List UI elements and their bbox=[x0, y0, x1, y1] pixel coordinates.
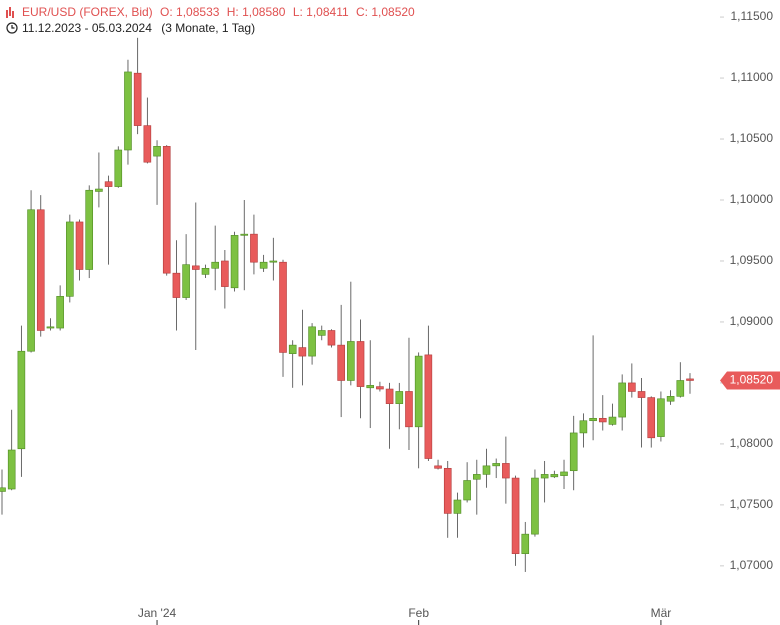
candle-body bbox=[269, 260, 278, 263]
period: (3 Monate, 1 Tag) bbox=[161, 21, 255, 35]
candle-body bbox=[0, 487, 6, 492]
candle-body bbox=[153, 146, 161, 157]
candle-body bbox=[75, 221, 84, 270]
candle-body bbox=[385, 388, 394, 404]
candle-body bbox=[569, 432, 578, 472]
range-line: 11.12.2023 - 05.03.2024 (3 Monate, 1 Tag… bbox=[22, 21, 255, 35]
candle-body bbox=[298, 347, 307, 357]
candle-body bbox=[192, 265, 200, 270]
candle-body bbox=[589, 417, 597, 422]
candle-body bbox=[104, 181, 113, 187]
y-tick-label: 1,07500 bbox=[730, 497, 774, 511]
candle-body bbox=[424, 354, 433, 459]
candle-body bbox=[124, 71, 132, 151]
candle-body bbox=[221, 260, 229, 287]
x-tick-label: Feb bbox=[408, 606, 429, 620]
candle-body bbox=[657, 398, 665, 437]
candle-body bbox=[579, 420, 588, 434]
candle-body bbox=[637, 391, 646, 398]
candle-body bbox=[453, 499, 462, 514]
candle-body bbox=[143, 125, 152, 163]
candle-body bbox=[288, 344, 297, 354]
last-price-label: 1,08520 bbox=[730, 373, 774, 387]
candle-body bbox=[666, 396, 675, 402]
y-tick-label: 1,10000 bbox=[730, 192, 774, 206]
candle-body bbox=[395, 391, 404, 404]
candle-body bbox=[172, 272, 181, 298]
x-tick-label: Mär bbox=[651, 606, 672, 620]
candle-body bbox=[337, 344, 345, 381]
candle-body bbox=[27, 209, 35, 352]
candle-body bbox=[250, 233, 258, 263]
candle-body bbox=[608, 416, 617, 425]
candle-body bbox=[17, 350, 26, 450]
candle-body bbox=[521, 533, 530, 554]
candle-body bbox=[405, 391, 413, 428]
candle-body bbox=[230, 235, 239, 289]
candle-body bbox=[531, 477, 539, 535]
candle-body bbox=[85, 189, 94, 270]
candle-body bbox=[676, 380, 685, 397]
y-tick-label: 1,09000 bbox=[730, 314, 774, 328]
last-price-marker bbox=[720, 371, 780, 390]
candle-body bbox=[259, 261, 268, 269]
candle-body bbox=[473, 474, 481, 480]
candle-body bbox=[356, 341, 365, 387]
x-tick-label: Jan '24 bbox=[138, 606, 177, 620]
candle-body bbox=[95, 188, 103, 192]
candle-body bbox=[463, 480, 471, 501]
candle-body bbox=[133, 72, 142, 126]
candle-body bbox=[201, 267, 210, 275]
y-tick-label: 1,11500 bbox=[731, 9, 774, 23]
candle-body bbox=[36, 209, 45, 331]
candle-body bbox=[376, 386, 384, 390]
candle-body bbox=[366, 385, 375, 389]
candle-body bbox=[279, 261, 287, 353]
y-tick-label: 1,10500 bbox=[730, 131, 774, 145]
y-tick-label: 1,08000 bbox=[730, 436, 774, 450]
candle-body bbox=[211, 261, 219, 269]
header-icon bbox=[6, 7, 14, 18]
clock-icon bbox=[6, 22, 18, 34]
y-tick-label: 1,09500 bbox=[730, 253, 774, 267]
date-range: 11.12.2023 - 05.03.2024 bbox=[22, 21, 152, 35]
candle-body bbox=[56, 296, 64, 329]
candle-body bbox=[492, 463, 500, 467]
candle-body bbox=[482, 465, 491, 475]
ohlc-label: O: 1,08533 bbox=[160, 5, 220, 19]
candle-body bbox=[647, 397, 656, 439]
candle-body bbox=[317, 330, 326, 336]
candle-body bbox=[414, 355, 423, 428]
candle-body bbox=[308, 326, 316, 357]
candle-body bbox=[550, 474, 559, 478]
candle-body bbox=[628, 382, 636, 392]
candle-body bbox=[347, 341, 355, 381]
candle-body bbox=[240, 233, 249, 236]
candle-body bbox=[46, 326, 55, 329]
candle-body bbox=[618, 382, 626, 418]
ohlc-label: C: 1,08520 bbox=[356, 5, 415, 19]
y-tick-label: 1,07000 bbox=[730, 558, 774, 572]
candle-body bbox=[560, 471, 568, 476]
instrument: EUR/USD (FOREX, Bid) bbox=[22, 5, 153, 19]
candle-body bbox=[540, 474, 549, 479]
candle-body bbox=[327, 330, 336, 346]
candle-body bbox=[434, 465, 442, 469]
candle-body bbox=[162, 146, 171, 274]
candle-body bbox=[7, 449, 16, 490]
candle-body bbox=[502, 463, 510, 479]
header-line: EUR/USD (FOREX, Bid) O: 1,08533 H: 1,085… bbox=[22, 5, 415, 19]
candle-body bbox=[443, 467, 452, 514]
ohlc-label: L: 1,08411 bbox=[293, 5, 349, 19]
candle-body bbox=[686, 378, 694, 381]
candle-body bbox=[114, 149, 123, 187]
candle-body bbox=[66, 221, 74, 297]
candle-body bbox=[598, 417, 607, 423]
candle-body bbox=[182, 264, 190, 298]
y-tick-label: 1,11000 bbox=[731, 70, 774, 84]
ohlc-label: H: 1,08580 bbox=[227, 5, 286, 19]
candle-body bbox=[511, 477, 520, 554]
